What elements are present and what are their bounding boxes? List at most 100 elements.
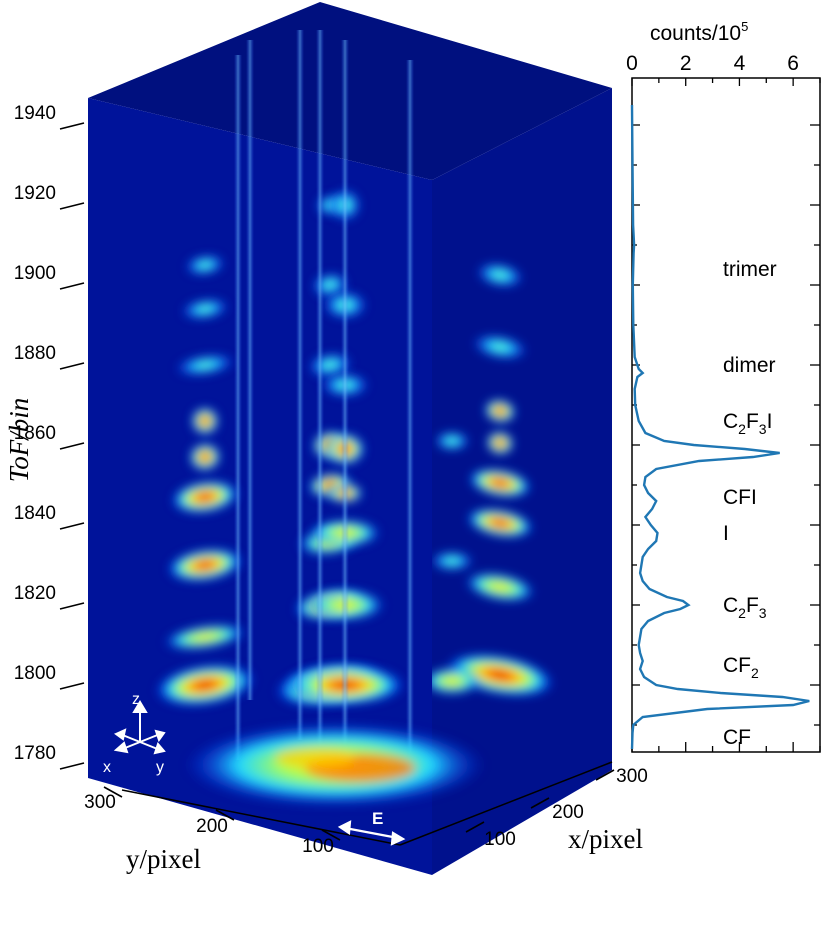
y-pixel-tick-label: 200 xyxy=(196,816,228,837)
peak-label: CFI xyxy=(723,486,757,509)
x-pixel-label: x/pixel xyxy=(568,824,643,854)
x-pixel-tick-label: 100 xyxy=(484,829,516,850)
intensity-blob xyxy=(486,430,514,456)
peak-label: C2F3I xyxy=(723,410,772,437)
tof-tick-label: 1880 xyxy=(14,343,56,364)
vertical-streak xyxy=(316,30,324,760)
vertical-streaks xyxy=(234,30,414,760)
vertical-streak xyxy=(246,40,254,700)
y-pixel-axis: 300 200 100 xyxy=(84,786,401,857)
intensity-blob xyxy=(432,667,482,695)
x-pixel-tick-label: 300 xyxy=(616,766,648,787)
tof-tick-label: 1860 xyxy=(14,423,56,444)
polarization-label: E xyxy=(372,809,383,828)
right-face-intensity xyxy=(432,262,555,697)
intensity-blob xyxy=(167,548,243,582)
peak-label-subscript: 2 xyxy=(751,665,759,681)
intensity-blob xyxy=(191,407,219,435)
intensity-blob xyxy=(185,254,225,276)
tof-tick xyxy=(59,122,85,130)
y-pixel-tick-label: 100 xyxy=(302,836,334,857)
peak-label-part: F xyxy=(746,410,759,433)
peak-label: CF2 xyxy=(723,654,759,681)
peak-label-part: F xyxy=(746,594,759,617)
tof-tick xyxy=(59,202,85,210)
peak-label: C2F3 xyxy=(723,594,767,621)
glyph-z-label: z xyxy=(132,691,140,708)
peak-label-subscript: 2 xyxy=(738,605,746,621)
peak-label: dimer xyxy=(723,354,776,377)
peak-label-subscript: 3 xyxy=(759,421,767,437)
spectrum-line xyxy=(630,104,810,750)
peak-label-subscript: 3 xyxy=(759,605,767,621)
vertical-streak xyxy=(234,55,242,760)
peak-label: I xyxy=(723,522,729,545)
intensity-blob xyxy=(171,480,239,514)
peak-label: CF xyxy=(723,726,751,749)
intensity-blob xyxy=(181,298,229,320)
intensity-blob xyxy=(163,623,247,651)
tof-axis-label: ToF/bin xyxy=(4,398,34,483)
tof-tick-label: 1940 xyxy=(14,103,56,124)
intensity-blob xyxy=(175,354,235,376)
tof-tick-label: 1920 xyxy=(14,183,56,204)
peak-label-subscript: 2 xyxy=(738,421,746,437)
intensity-blob xyxy=(432,551,474,571)
y-pixel-tick xyxy=(321,829,341,841)
tof-tick xyxy=(59,442,85,450)
intensity-blob xyxy=(472,334,528,360)
tof-tick-label: 1780 xyxy=(14,743,56,764)
counts-axis-label-exp: 5 xyxy=(741,19,748,34)
vertical-streak xyxy=(406,60,414,760)
peak-label-part: C xyxy=(723,594,738,617)
counts-tick-label: 4 xyxy=(734,52,746,75)
tof-tick-label: 1820 xyxy=(14,583,56,604)
intensity-blob xyxy=(468,468,532,498)
y-pixel-tick xyxy=(103,786,123,798)
glyph-y-label: y xyxy=(156,759,164,776)
tof-tick xyxy=(59,522,85,530)
tof-axis: 1780 1800 1820 1840 1860 1880 1900 1920 1940 xyxy=(14,103,85,770)
tof-tick xyxy=(59,682,85,690)
tof-tick-label: 1800 xyxy=(14,663,56,684)
intensity-blob xyxy=(466,508,534,538)
tof-tick xyxy=(59,762,85,770)
peak-label-part: I xyxy=(767,410,773,433)
tof-tick xyxy=(59,282,85,290)
intensity-blob xyxy=(189,442,221,472)
vertical-streak xyxy=(341,40,349,760)
spectrum-frame xyxy=(631,77,821,753)
y-pixel-tick-label: 300 xyxy=(84,792,116,813)
vertical-streak xyxy=(296,30,304,740)
intensity-blob xyxy=(434,431,470,451)
intensity-blob xyxy=(464,571,536,603)
y-pixel-tick xyxy=(215,809,235,821)
peak-label-part: CF xyxy=(723,654,751,677)
x-pixel-tick-label: 200 xyxy=(552,802,584,823)
tof-tick-label: 1900 xyxy=(14,263,56,284)
intensity-blob xyxy=(484,398,516,424)
x-pixel-tick xyxy=(530,797,550,809)
box-top-face xyxy=(88,2,612,180)
axis-orientation-glyph xyxy=(113,700,166,755)
detector-image xyxy=(185,723,485,807)
y-axis-line xyxy=(121,789,401,846)
tof-tick xyxy=(59,362,85,370)
x-axis-line xyxy=(399,761,613,846)
glyph-x-label: x xyxy=(103,759,111,776)
counts-axis-label: counts/105 xyxy=(650,19,748,45)
counts-tick-label: 2 xyxy=(680,52,692,75)
intensity-blob xyxy=(476,262,524,288)
spectrum-ticks: 0 2 4 6 xyxy=(626,52,821,752)
x-pixel-tick xyxy=(595,769,615,781)
counts-tick-label: 6 xyxy=(787,52,799,75)
polarization-arrow xyxy=(337,820,406,846)
x-pixel-tick xyxy=(465,821,485,833)
counts-axis-label-base: counts/10 xyxy=(650,22,741,45)
tof-tick xyxy=(59,602,85,610)
peak-label: trimer xyxy=(723,258,777,281)
x-pixel-axis: 100 200 300 xyxy=(399,761,648,850)
peak-label-part: C xyxy=(723,410,738,433)
